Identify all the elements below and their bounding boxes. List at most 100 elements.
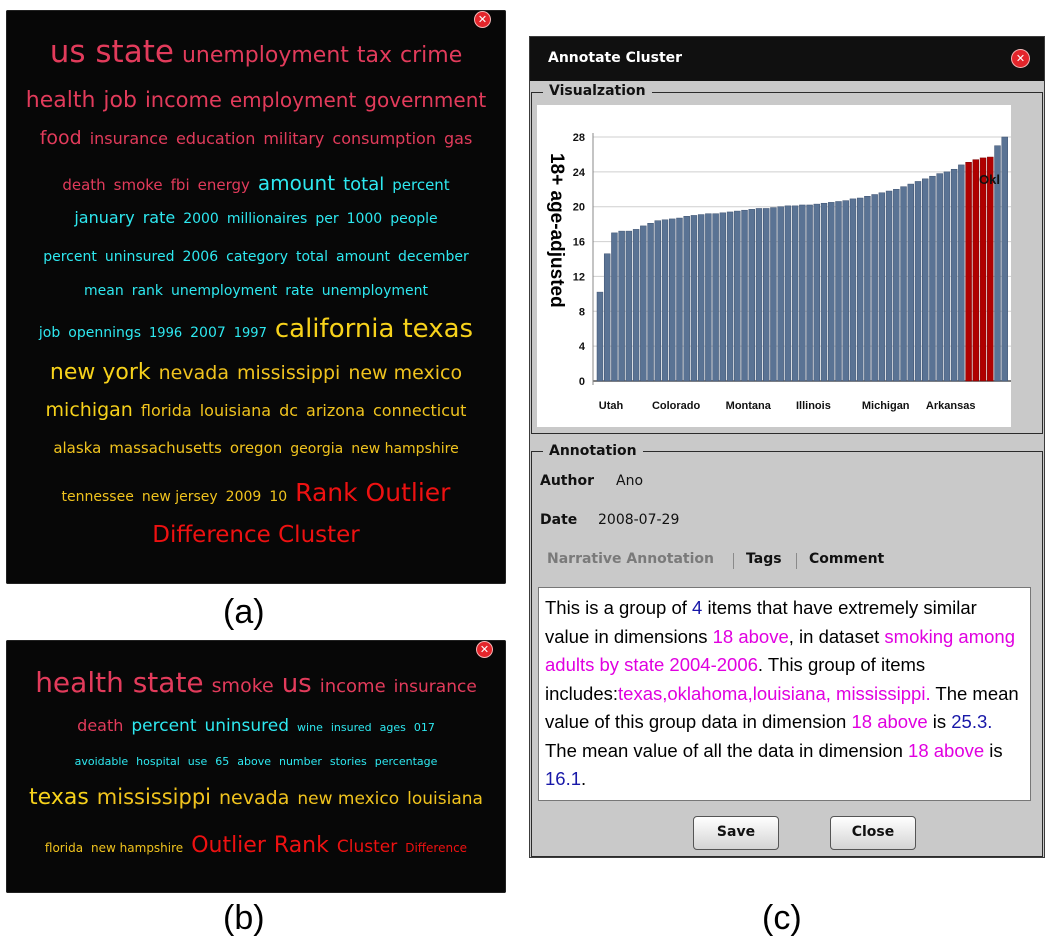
tag-word[interactable]: texas [402, 314, 474, 344]
tab-tags[interactable]: Tags [746, 551, 782, 567]
tag-word[interactable]: opennings [68, 325, 142, 341]
bar[interactable] [885, 190, 893, 382]
tag-word[interactable]: 65 [215, 755, 230, 768]
bar[interactable] [611, 232, 618, 382]
tag-word[interactable]: amount [336, 249, 391, 265]
bar[interactable] [683, 216, 690, 382]
tag-word[interactable]: 2006 [182, 249, 219, 265]
tag-word[interactable]: health state [35, 666, 204, 699]
close-icon[interactable]: ✕ [477, 642, 492, 657]
bar[interactable] [741, 209, 748, 382]
tag-word[interactable]: louisiana [199, 401, 272, 420]
tag-word[interactable]: california [274, 314, 395, 344]
tag-word[interactable]: massachusetts [109, 439, 222, 457]
tag-word[interactable]: millionaires [226, 211, 308, 227]
bar[interactable] [958, 164, 965, 382]
bar[interactable] [676, 217, 683, 382]
tag-word[interactable]: connecticut [373, 401, 467, 420]
bar[interactable] [618, 230, 625, 382]
close-button[interactable]: Close [830, 816, 916, 850]
bar[interactable] [950, 168, 958, 382]
tag-word[interactable]: georgia [290, 441, 344, 457]
items-link[interactable]: texas,oklahoma,louisiana, mississippi. [618, 682, 931, 704]
tag-word[interactable]: insured [330, 721, 372, 734]
tag-word[interactable]: consumption [332, 129, 436, 148]
tag-word[interactable]: tennessee [61, 489, 134, 505]
tag-word[interactable]: december [398, 249, 469, 265]
bar[interactable] [813, 203, 821, 382]
tag-word[interactable]: income [144, 88, 222, 112]
bar[interactable] [1001, 136, 1008, 382]
tag-word[interactable]: job [103, 88, 137, 113]
dimension-link[interactable]: 18 above [712, 625, 789, 647]
bar[interactable] [640, 225, 647, 382]
tag-word[interactable]: 1996 [149, 326, 183, 341]
bar-highlighted[interactable] [965, 162, 972, 382]
tag-word[interactable]: crime [400, 43, 463, 68]
tag-word[interactable]: amount [257, 171, 336, 195]
bar[interactable] [907, 183, 914, 382]
tag-word[interactable]: 017 [413, 721, 435, 734]
tag-word[interactable]: Difference [405, 841, 468, 855]
tag-word[interactable]: arizona [306, 401, 365, 420]
tag-word[interactable]: Cluster [336, 837, 398, 857]
tag-word[interactable]: number [278, 755, 322, 768]
bar[interactable] [878, 192, 886, 382]
bar[interactable] [900, 186, 907, 382]
tag-word[interactable]: january [74, 208, 135, 227]
tag-word[interactable]: health [25, 88, 96, 113]
bar[interactable] [669, 218, 676, 382]
bar[interactable] [625, 230, 633, 382]
tag-word[interactable]: job [38, 325, 61, 341]
close-icon[interactable]: ✕ [475, 12, 490, 27]
tag-word[interactable]: us [281, 669, 312, 699]
tag-word[interactable]: Rank [273, 833, 329, 858]
tag-word[interactable]: government [364, 88, 487, 112]
tag-word[interactable]: income [319, 676, 386, 697]
bar[interactable] [654, 220, 661, 382]
tag-word[interactable]: unemployment [321, 283, 428, 299]
tag-word[interactable]: smoke [113, 176, 163, 194]
bar[interactable] [922, 178, 929, 382]
tab-comment[interactable]: Comment [809, 551, 885, 567]
bar[interactable] [943, 171, 951, 382]
tag-word[interactable]: percent [131, 716, 197, 736]
bar-highlighted[interactable] [979, 157, 987, 382]
tag-word[interactable]: florida [140, 401, 192, 420]
tag-word[interactable]: education [175, 129, 256, 148]
tag-word[interactable]: new hampshire [91, 841, 184, 855]
bar[interactable] [770, 207, 777, 382]
tag-word[interactable]: hospital [136, 755, 180, 768]
tag-word[interactable]: louisiana [407, 789, 483, 809]
tag-word[interactable]: fbi [170, 176, 190, 194]
bar[interactable] [994, 145, 1001, 382]
tag-word[interactable]: new mexico [348, 362, 463, 384]
tag-word[interactable]: stories [329, 755, 367, 768]
bar[interactable] [864, 196, 871, 382]
tag-word[interactable]: dc [279, 401, 299, 420]
tag-word[interactable]: above [237, 755, 271, 768]
tag-word[interactable]: mississippi [96, 785, 212, 809]
tag-word[interactable]: percent [392, 176, 450, 194]
bar[interactable] [842, 200, 849, 382]
bar[interactable] [697, 214, 705, 382]
bar[interactable] [690, 215, 698, 382]
bar[interactable] [705, 213, 712, 382]
tag-word[interactable]: unemployment [171, 283, 278, 299]
tag-word[interactable]: rank [131, 283, 164, 299]
bar[interactable] [820, 202, 828, 382]
bar[interactable] [856, 197, 864, 382]
bar[interactable] [734, 210, 741, 382]
tag-word[interactable]: nevada [158, 362, 229, 384]
bar[interactable] [828, 202, 835, 382]
tag-word[interactable]: new jersey [141, 489, 218, 505]
tag-word[interactable]: food [39, 127, 82, 149]
bar[interactable] [791, 205, 799, 382]
bar[interactable] [835, 201, 842, 382]
tag-word[interactable]: 1000 [346, 211, 383, 227]
tag-word[interactable]: rate [142, 208, 176, 227]
tag-word[interactable]: military [263, 129, 325, 148]
tag-word[interactable]: 2000 [183, 211, 219, 227]
tag-word[interactable]: wine [297, 721, 323, 734]
tag-word[interactable]: ages [379, 721, 406, 734]
